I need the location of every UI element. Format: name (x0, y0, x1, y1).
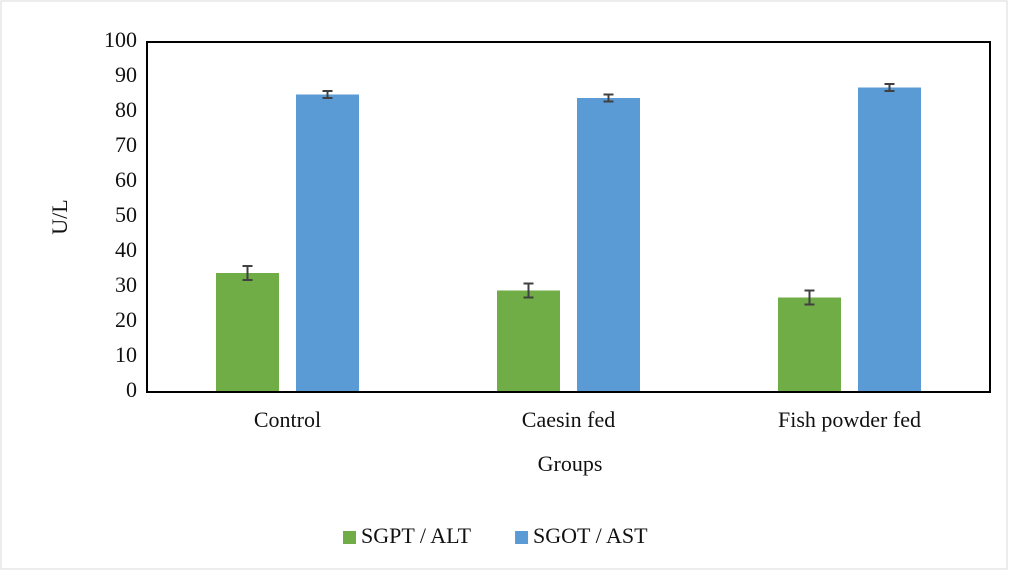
x-tick-label: Fish powder fed (778, 407, 921, 432)
error-bar (322, 90, 333, 99)
plot-border (146, 41, 991, 393)
error-bar (603, 93, 614, 103)
x-tick-label: Control (254, 407, 321, 432)
bar (216, 273, 279, 392)
y-tick-label: 60 (115, 167, 137, 192)
y-axis-label: U/L (47, 199, 72, 234)
y-tick-label: 80 (115, 97, 137, 122)
y-tick-label: 70 (115, 132, 137, 157)
bar (497, 290, 560, 392)
error-bar (804, 289, 815, 306)
y-tick-label: 20 (115, 307, 137, 332)
y-tick-label: 100 (104, 27, 137, 52)
legend-label: SGOT / AST (533, 523, 648, 548)
x-tick-label: Caesin fed (522, 407, 615, 432)
bar (778, 297, 841, 392)
bar (296, 94, 359, 392)
y-tick-label: 90 (115, 62, 137, 87)
legend-swatch (343, 531, 356, 544)
y-tick-label: 0 (126, 377, 137, 402)
bar (577, 98, 640, 392)
legend-label: SGPT / ALT (361, 523, 472, 548)
error-bar (242, 265, 253, 281)
y-tick-label: 50 (115, 202, 137, 227)
legend-swatch (515, 531, 529, 544)
y-tick-label: 40 (115, 237, 137, 262)
error-bar (884, 83, 895, 92)
y-tick-label: 30 (115, 272, 137, 297)
y-tick-label: 10 (115, 342, 137, 367)
x-axis-label: Groups (538, 451, 603, 476)
bar (858, 87, 921, 392)
error-bar (523, 282, 534, 299)
